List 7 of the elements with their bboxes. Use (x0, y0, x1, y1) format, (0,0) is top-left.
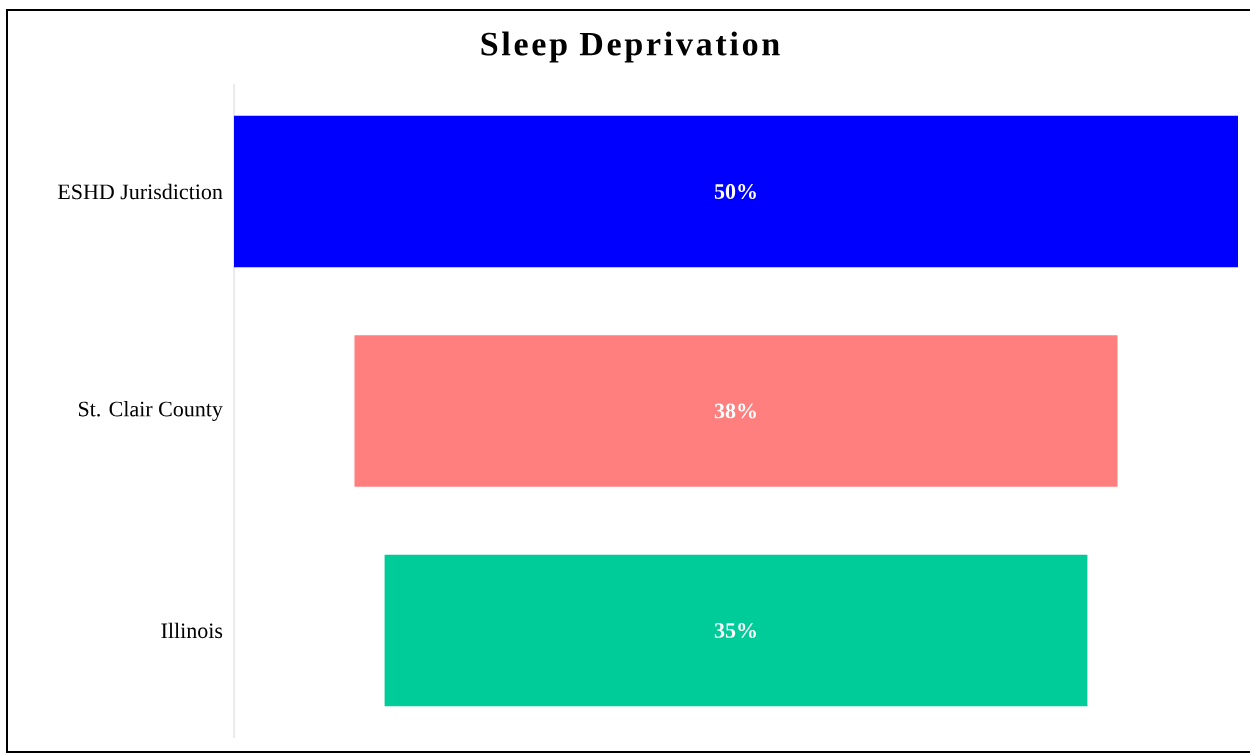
text: Sleep Deprivation (481, 31, 780, 63)
category-label: Illinois (161, 622, 223, 639)
category-label: St. Clair County (78, 401, 223, 421)
category-label: ESHD Jurisdiction (57, 183, 223, 200)
data-label: 38% (714, 403, 756, 419)
data-label: 50% (714, 184, 756, 199)
data-label: 35% (714, 623, 756, 638)
